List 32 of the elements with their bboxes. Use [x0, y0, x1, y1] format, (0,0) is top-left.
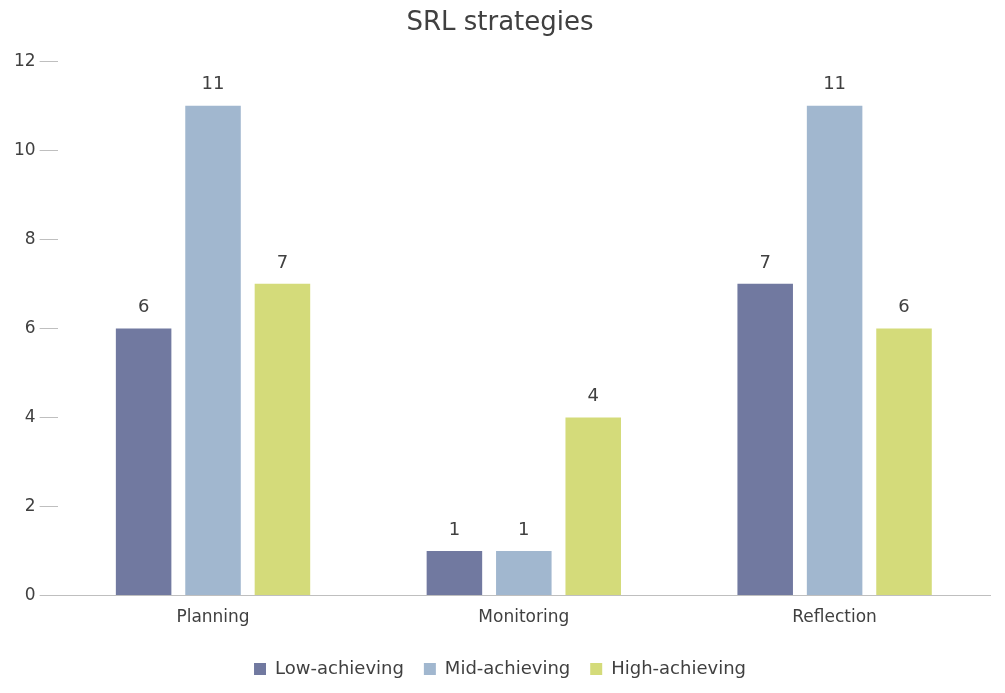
bar	[185, 105, 241, 596]
y-tick-label: 10	[13, 138, 36, 159]
y-tick-label: 12	[13, 49, 36, 70]
bar	[115, 328, 172, 596]
y-tick-label: 0	[24, 584, 36, 605]
data-label: 11	[201, 72, 225, 94]
data-label: 1	[518, 517, 530, 539]
legend-label: High-achieving	[611, 656, 746, 678]
chart-title: SRL strategies	[406, 6, 594, 37]
x-tick-label: Monitoring	[478, 606, 570, 627]
data-label: 11	[823, 72, 847, 94]
legend-label: Mid-achieving	[444, 656, 571, 678]
y-tick-label: 8	[24, 227, 36, 248]
x-tick-label: Reflection	[792, 606, 877, 627]
bar	[565, 417, 621, 596]
bar	[254, 283, 311, 596]
data-label: 6	[137, 295, 150, 317]
bar	[496, 551, 552, 596]
bar	[426, 551, 483, 596]
data-label: 7	[759, 250, 771, 272]
x-tick-label: Planning	[176, 606, 250, 627]
y-tick-label: 2	[24, 494, 36, 515]
legend-label: Low-achieving	[275, 656, 404, 678]
bar	[876, 328, 932, 596]
y-tick-label: 4	[24, 405, 36, 426]
y-tick-label: 6	[24, 316, 36, 337]
data-label: 6	[898, 295, 910, 317]
data-label: 1	[448, 517, 461, 539]
data-label: 7	[276, 250, 289, 272]
bar	[737, 283, 793, 596]
data-label: 4	[587, 384, 599, 406]
bar	[806, 105, 863, 596]
